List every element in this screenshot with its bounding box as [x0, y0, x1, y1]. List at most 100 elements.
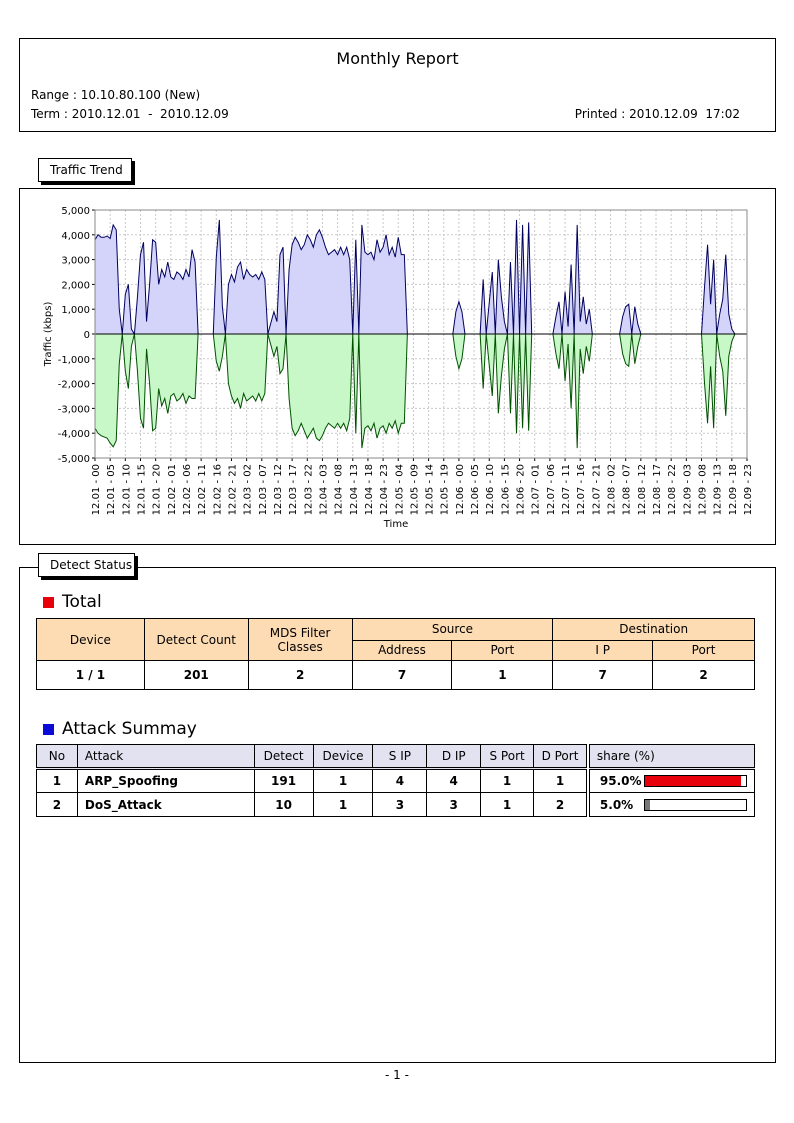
x-tick-label: 12.07 - 21	[591, 464, 602, 515]
td-dst-ip: 7	[552, 660, 654, 690]
th-no: No	[36, 744, 78, 770]
y-tick-label: -4,000	[58, 429, 90, 440]
x-tick-label: 12.01 - 10	[121, 464, 132, 515]
share-bar	[643, 798, 747, 811]
detect-status-panel: Total Device Detect Count MDS Filter Cla…	[19, 567, 776, 1063]
x-tick-label: 12.04 - 23	[379, 464, 390, 515]
td-mds-filter: 2	[247, 660, 353, 690]
detect-status-tab[interactable]: Detect Status	[38, 553, 135, 577]
td-device: 1	[312, 792, 374, 817]
y-axis-label: Traffic (kbps)	[43, 302, 54, 368]
y-tick-label: -3,000	[58, 404, 90, 415]
x-axis-label: Time	[383, 519, 408, 530]
td-dst-port: 2	[652, 660, 755, 690]
attack-summary-table: No Attack Detect Device S IP D IP S Port…	[36, 744, 756, 817]
td-detect: 10	[253, 792, 314, 817]
x-tick-label: 12.03 - 12	[273, 464, 284, 515]
th-device: Device	[36, 618, 145, 661]
th-device: Device	[312, 744, 374, 770]
x-tick-label: 12.08 - 02	[607, 464, 618, 515]
x-tick-label: 12.08 - 22	[667, 464, 678, 515]
x-tick-label: 12.01 - 20	[152, 464, 163, 515]
x-tick-label: 12.02 - 21	[227, 464, 238, 515]
x-tick-label: 12.05 - 09	[409, 464, 420, 515]
x-tick-label: 12.06 - 15	[500, 464, 511, 515]
th-s-ip: S IP	[372, 744, 428, 770]
share-bar	[643, 775, 747, 787]
x-tick-label: 12.02 - 01	[167, 464, 178, 515]
x-tick-label: 12.05 - 14	[425, 464, 436, 515]
th-s-port: S Port	[480, 744, 535, 770]
td-detect-count: 201	[143, 660, 249, 690]
x-tick-label: 12.08 - 17	[652, 464, 663, 515]
x-tick-label: 12.03 - 02	[243, 464, 254, 515]
td-d-port: 2	[533, 792, 587, 817]
x-tick-label: 12.07 - 16	[576, 464, 587, 515]
th-destination: Destination	[552, 618, 755, 641]
report-title: Monthly Report	[336, 49, 459, 68]
td-device: 1 / 1	[36, 660, 145, 690]
x-tick-label: 12.04 - 18	[364, 464, 375, 515]
td-device: 1	[312, 768, 374, 793]
share-bar-fill	[644, 799, 650, 810]
th-source: Source	[351, 618, 554, 641]
x-tick-label: 12.05 - 19	[440, 464, 451, 515]
th-attack: Attack	[76, 744, 255, 770]
total-table: Device Detect Count MDS Filter Classes S…	[36, 618, 755, 690]
td-attack: DoS_Attack	[76, 792, 255, 817]
td-s-ip: 4	[372, 768, 428, 793]
td-share: 95.0%	[588, 768, 756, 793]
td-src-address: 7	[351, 660, 453, 690]
report-range: Range : 10.10.80.100 (New)	[31, 88, 201, 102]
td-detect: 191	[253, 768, 314, 793]
x-tick-label: 12.09 - 13	[713, 464, 724, 515]
x-tick-label: 12.09 - 08	[698, 464, 709, 515]
td-d-ip: 3	[426, 792, 482, 817]
x-tick-label: 12.06 - 05	[470, 464, 481, 515]
x-tick-label: 12.07 - 01	[531, 464, 542, 515]
x-tick-label: 12.03 - 22	[303, 464, 314, 515]
report-printed: Printed : 2010.12.09 17:02	[574, 107, 740, 121]
td-share: 5.0%	[588, 792, 756, 817]
x-tick-label: 12.02 - 16	[212, 464, 223, 515]
share-value: 5.0%	[599, 797, 634, 812]
y-tick-label: 5,000	[61, 206, 90, 217]
x-tick-label: 12.07 - 06	[546, 464, 557, 515]
th-d-port: D Port	[533, 744, 587, 770]
x-tick-label: 12.09 - 18	[728, 464, 739, 515]
th-share: share (%)	[588, 744, 756, 770]
x-tick-label: 12.06 - 00	[455, 464, 466, 515]
th-dst-ip: I P	[552, 639, 654, 661]
table-row: 1 / 1 201 2 7 1 7 2	[36, 660, 755, 690]
td-d-port: 1	[533, 768, 587, 793]
inbound-area	[95, 219, 735, 334]
y-tick-label: 2,000	[61, 280, 90, 291]
attack-summary-heading: Attack Summay	[43, 719, 197, 739]
td-no: 1	[36, 768, 78, 793]
x-tick-label: 12.02 - 06	[182, 464, 193, 515]
x-tick-label: 12.09 - 03	[682, 464, 693, 515]
td-s-port: 1	[480, 792, 535, 817]
traffic-trend-tab[interactable]: Traffic Trend	[38, 158, 132, 182]
x-tick-label: 12.05 - 04	[394, 464, 405, 515]
y-tick-label: 0	[84, 330, 90, 341]
th-dst-port: Port	[652, 639, 755, 661]
x-tick-label: 12.08 - 07	[622, 464, 633, 515]
outbound-area-line	[94, 333, 736, 449]
x-tick-label: 12.03 - 07	[258, 464, 269, 515]
x-tick-label: 12.03 - 17	[288, 464, 299, 515]
x-tick-label: 12.04 - 13	[349, 464, 360, 515]
th-src-port: Port	[451, 639, 554, 661]
summary-marker-icon	[43, 723, 54, 735]
share-bar-fill	[644, 776, 741, 786]
y-tick-label: 1,000	[61, 305, 90, 316]
th-d-ip: D IP	[426, 744, 482, 770]
x-tick-label: 12.09 - 23	[743, 464, 754, 515]
x-tick-label: 12.06 - 20	[516, 464, 527, 515]
th-detect: Detect	[253, 744, 314, 770]
td-src-port: 1	[451, 660, 554, 690]
th-src-address: Address	[351, 639, 453, 661]
x-tick-label: 12.01 - 00	[91, 464, 102, 515]
traffic-chart: 5,000 4,000 3,000 2,000 1,000 0 -1,000 -2,000 -3…	[43, 206, 754, 530]
y-tick-label: 3,000	[61, 256, 90, 267]
